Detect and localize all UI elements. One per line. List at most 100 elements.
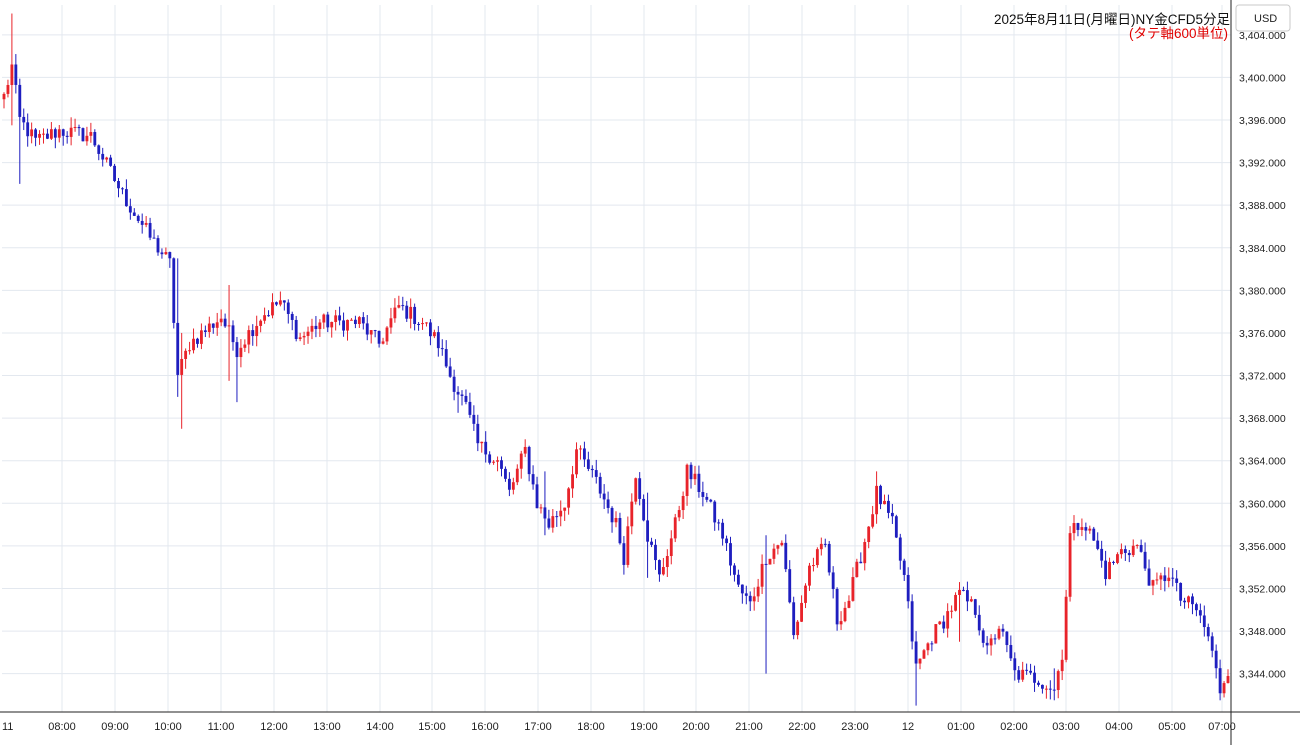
candle xyxy=(243,339,247,352)
candle xyxy=(1179,582,1183,607)
candle xyxy=(563,507,567,521)
candle xyxy=(1072,515,1076,541)
y-tick-label: 3,360.000 xyxy=(1239,498,1286,510)
candle xyxy=(203,325,207,338)
candle xyxy=(105,156,109,163)
candle-body xyxy=(1218,668,1222,694)
candle-body xyxy=(669,538,673,557)
candle-body xyxy=(511,482,515,490)
candle-body xyxy=(934,624,938,644)
candle xyxy=(334,309,338,331)
currency-button[interactable]: USD xyxy=(1235,4,1291,32)
candle-body xyxy=(646,520,650,542)
candle-body xyxy=(1202,615,1206,628)
candle xyxy=(18,78,22,184)
candle-body xyxy=(298,337,302,339)
candle-body xyxy=(827,543,831,573)
candle-body xyxy=(859,561,863,564)
candle xyxy=(322,313,326,329)
candle xyxy=(697,465,701,498)
candle-body xyxy=(255,325,259,337)
candle xyxy=(121,187,124,195)
candle-body xyxy=(1179,582,1183,601)
candle xyxy=(267,310,270,317)
candle xyxy=(113,163,116,183)
candle xyxy=(511,477,515,495)
candle-body xyxy=(184,350,188,359)
candle xyxy=(385,326,389,345)
candle xyxy=(440,339,444,356)
candle xyxy=(543,471,547,536)
candle xyxy=(685,463,689,506)
candle-body xyxy=(590,468,594,471)
candle xyxy=(357,315,361,328)
candle-body xyxy=(105,157,109,160)
candle xyxy=(705,492,709,503)
candle-body xyxy=(788,569,792,603)
candle xyxy=(314,316,318,338)
candle xyxy=(46,128,49,140)
candle-body xyxy=(49,129,53,139)
candle xyxy=(626,516,630,568)
candle xyxy=(551,509,555,533)
candle-body xyxy=(1210,636,1214,651)
candle-body xyxy=(622,543,626,565)
candle xyxy=(1029,663,1033,675)
candle xyxy=(1112,560,1115,565)
candle-body xyxy=(132,212,136,216)
candle xyxy=(883,494,886,505)
candle-body xyxy=(705,496,709,500)
candle-body xyxy=(602,493,606,500)
candle-body xyxy=(271,302,274,316)
candle-body xyxy=(34,129,38,138)
candle xyxy=(1187,595,1190,609)
candle xyxy=(1025,663,1029,675)
candle xyxy=(950,605,954,619)
candle-body xyxy=(665,556,669,568)
candle xyxy=(1096,532,1100,551)
candle xyxy=(460,390,464,406)
candle xyxy=(650,537,653,548)
candle-body xyxy=(231,325,235,343)
candle xyxy=(654,539,657,570)
candle xyxy=(523,439,527,458)
candle xyxy=(22,108,26,131)
grid-layer xyxy=(2,5,1231,712)
candle-body xyxy=(500,460,503,469)
candle xyxy=(397,295,401,309)
candle-body xyxy=(1068,533,1072,597)
candle xyxy=(160,248,164,259)
candle-body xyxy=(993,638,997,640)
candle xyxy=(827,541,831,576)
candle-body xyxy=(227,325,231,327)
candle-body xyxy=(689,464,693,480)
candle-body xyxy=(1123,549,1127,553)
candle xyxy=(800,595,803,623)
candle-body xyxy=(338,315,342,321)
candle xyxy=(353,315,357,329)
x-tick-label: 13:00 xyxy=(313,721,341,733)
candle-body xyxy=(887,500,890,513)
candle-body xyxy=(906,574,910,602)
candle-body xyxy=(89,132,93,136)
candle xyxy=(128,198,132,220)
x-tick-label: 23:00 xyxy=(841,721,869,733)
candle-body xyxy=(247,330,251,345)
candle-body xyxy=(594,470,598,477)
candle-body xyxy=(811,565,815,567)
candle-body xyxy=(117,180,120,189)
candle-body xyxy=(855,561,859,578)
candle xyxy=(1068,526,1072,602)
candle-body xyxy=(14,64,18,85)
candle-body xyxy=(638,478,642,499)
candle-body xyxy=(6,84,10,94)
candle xyxy=(661,557,665,576)
candle xyxy=(330,321,334,338)
candle-body xyxy=(93,132,97,146)
candle-body xyxy=(1127,552,1131,556)
candle-body xyxy=(346,319,349,331)
candle-body xyxy=(965,590,969,602)
candle-body xyxy=(658,560,661,575)
candle xyxy=(30,122,34,144)
candle-body xyxy=(539,507,543,509)
